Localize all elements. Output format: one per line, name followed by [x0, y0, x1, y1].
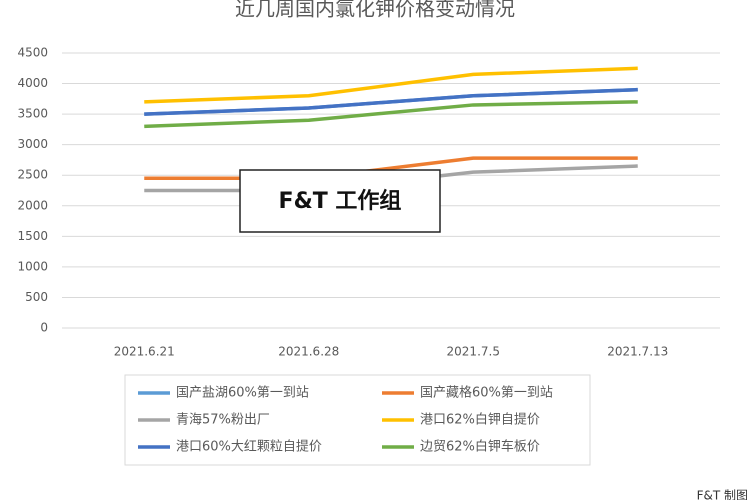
x-tick-label: 2021.7.5	[447, 345, 500, 359]
watermark-text: F&T 工作组	[279, 188, 402, 214]
y-tick-label: 4500	[17, 46, 48, 60]
y-tick-label: 4000	[17, 76, 48, 90]
x-tick-label: 2021.6.21	[114, 345, 175, 359]
series-line	[144, 156, 638, 181]
legend-label: 国产盐湖60%第一到站	[176, 386, 309, 401]
legend-label: 港口62%白钾自提价	[420, 412, 540, 428]
legend-label: 青海57%粉出厂	[176, 413, 270, 428]
legend-label: 边贸62%白钾车板价	[420, 439, 540, 455]
legend-box	[124, 374, 591, 466]
x-tick-label: 2021.7.13	[607, 345, 668, 359]
watermark-box	[239, 169, 441, 233]
y-tick-label: 0	[40, 321, 48, 335]
series-line	[144, 87, 638, 116]
series-line	[144, 66, 638, 104]
y-tick-label: 2500	[17, 168, 48, 182]
y-tick-label: 2000	[17, 198, 48, 212]
y-tick-label: 500	[25, 290, 48, 304]
y-tick-label: 1000	[17, 259, 48, 273]
legend-label: 港口60%大红颗粒自提价	[176, 439, 322, 455]
legend-label: 国产藏格60%第一到站	[420, 385, 553, 401]
x-tick-label: 2021.6.28	[278, 345, 339, 359]
y-tick-label: 3000	[17, 137, 48, 151]
chart-title: 近几周国内氯化钾价格变动情况	[235, 0, 515, 21]
credit-text: F&T 制图	[697, 489, 748, 500]
y-tick-label: 3500	[17, 107, 48, 121]
series-line	[144, 100, 638, 129]
y-tick-label: 1500	[17, 229, 48, 243]
